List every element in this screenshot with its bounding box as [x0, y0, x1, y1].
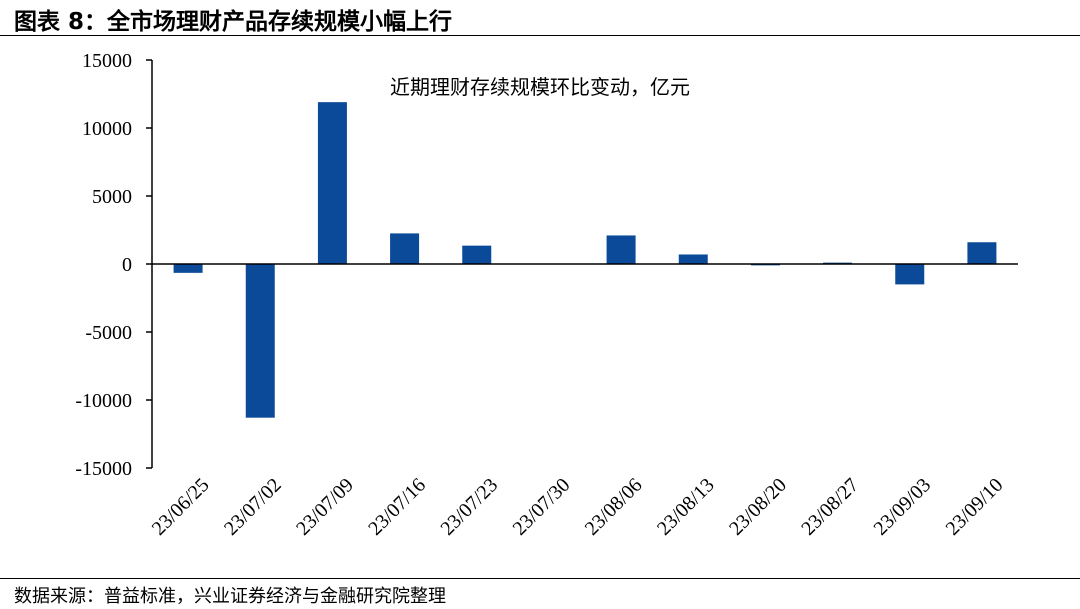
y-tick-label: 5000 [92, 186, 132, 208]
bar-23-06-25 [173, 264, 203, 273]
bar-23-08-13 [678, 254, 708, 264]
bar-23-07-09 [317, 102, 347, 264]
x-axis-labels: 23/06/25 23/07/02 23/07/09 23/07/16 23/07/23… [148, 474, 1008, 540]
x-tick-label: 23/07/09 [292, 474, 358, 540]
bar-chart: 15000 10000 5000 0 -5000 -10000 -15000 23/06/2… [75, 50, 1018, 540]
y-tick-label: 0 [122, 254, 132, 276]
figure-title: 图表 8：全市场理财产品存续规模小幅上行 [14, 9, 453, 35]
y-tick-label: 10000 [82, 118, 132, 140]
bars [173, 102, 997, 418]
bottom-rule [0, 578, 1080, 579]
x-tick-label: 23/07/02 [220, 474, 286, 540]
x-tick-label: 23/09/10 [942, 474, 1008, 540]
x-tick-label: 23/07/16 [364, 474, 430, 540]
x-tick-label: 23/09/03 [869, 474, 935, 540]
y-tick-label: 15000 [82, 50, 132, 72]
axes [151, 60, 1018, 468]
x-tick-label: 23/08/06 [581, 474, 647, 540]
x-tick-label: 23/07/23 [436, 474, 502, 540]
x-tick-label: 23/08/20 [725, 474, 791, 540]
y-tick-label: -5000 [85, 322, 132, 344]
bar-23-07-16 [390, 233, 420, 264]
source-note: 数据来源：普益标准，兴业证券经济与金融研究院整理 [14, 586, 446, 607]
y-tick-label: -10000 [75, 390, 132, 412]
x-tick-label: 23/07/30 [509, 474, 575, 540]
chart-title: 近期理财存续规模环比变动，亿元 [390, 75, 690, 99]
top-rule [0, 35, 1080, 36]
bar-23-07-02 [245, 264, 275, 418]
x-tick-label: 23/08/27 [797, 474, 863, 540]
bar-23-09-10 [967, 242, 997, 264]
y-axis-ticks: 15000 10000 5000 0 -5000 -10000 -15000 [75, 50, 152, 480]
bar-23-09-03 [895, 264, 925, 285]
bar-23-07-23 [462, 245, 492, 264]
bar-23-08-06 [606, 235, 636, 264]
x-tick-label: 23/08/13 [653, 474, 719, 540]
x-tick-label: 23/06/25 [148, 474, 214, 540]
y-tick-label: -15000 [75, 458, 132, 480]
